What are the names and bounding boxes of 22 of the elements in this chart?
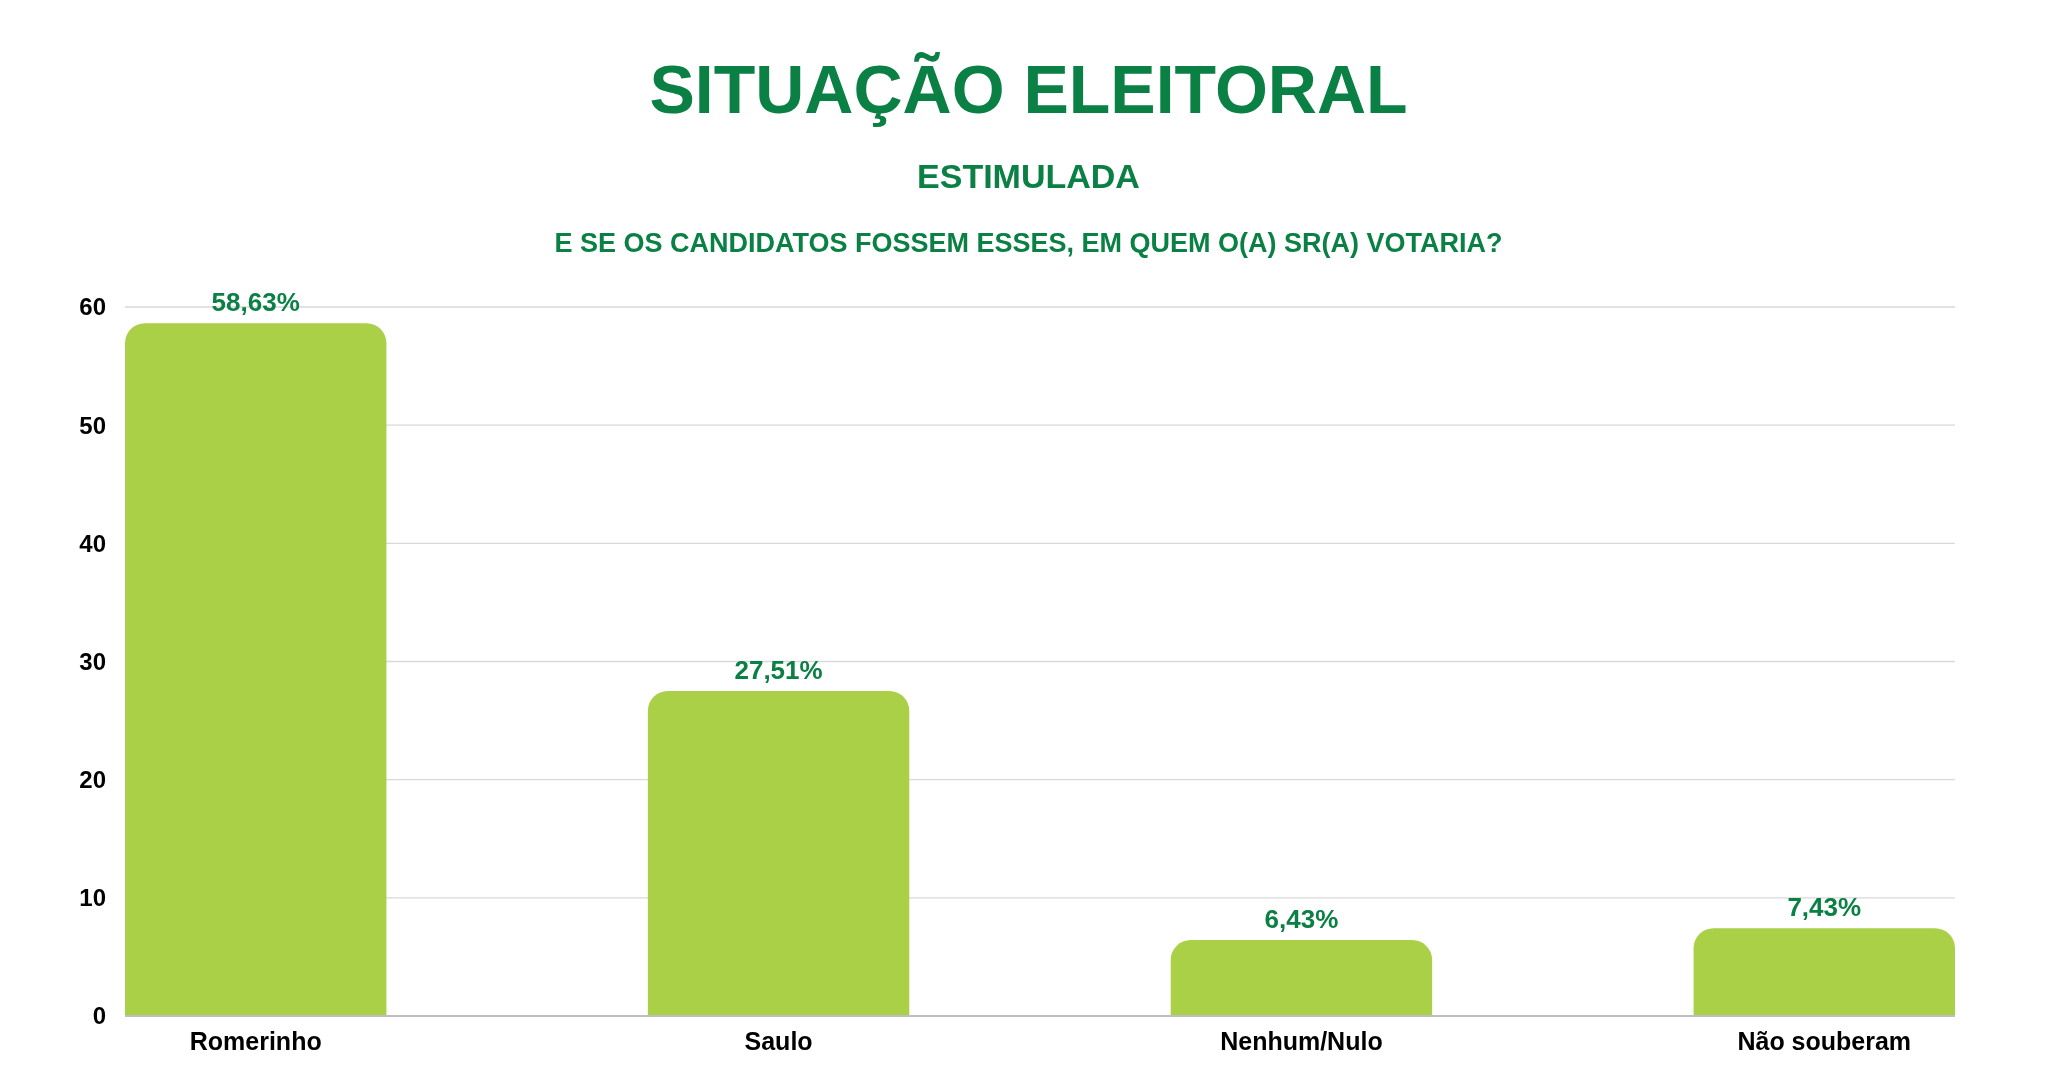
x-tick-label: Saulo <box>744 1027 813 1055</box>
data-label: 58,63% <box>211 287 300 318</box>
data-label: 27,51% <box>734 654 823 685</box>
y-tick-label: 20 <box>79 766 106 794</box>
y-tick-label: 10 <box>79 884 106 912</box>
chart-subtitle: ESTIMULADA <box>917 157 1140 195</box>
data-label: 7,43% <box>1787 892 1862 923</box>
y-tick-label: 40 <box>79 529 106 557</box>
x-tick-label: Não souberam <box>1737 1027 1912 1055</box>
y-tick-label: 50 <box>79 411 106 439</box>
x-tick-label: Romerinho <box>189 1027 322 1055</box>
data-label: 6,43% <box>1264 904 1339 935</box>
y-tick-label: 0 <box>92 1002 106 1030</box>
bar <box>647 690 910 1016</box>
bar <box>1693 928 1955 1016</box>
y-tick-label: 60 <box>79 293 106 321</box>
y-tick-label: 30 <box>79 647 106 675</box>
bar <box>1170 940 1433 1016</box>
bar <box>125 323 387 1016</box>
x-tick-label: Nenhum/Nulo <box>1220 1027 1383 1055</box>
chart-title: SITUAÇÃO ELEITORAL <box>649 51 1408 127</box>
text: E SE OS CANDIDATOS FOSSEM ESSES, EM QUEM O(A) SR(A) VOTARIA? <box>554 228 1503 258</box>
